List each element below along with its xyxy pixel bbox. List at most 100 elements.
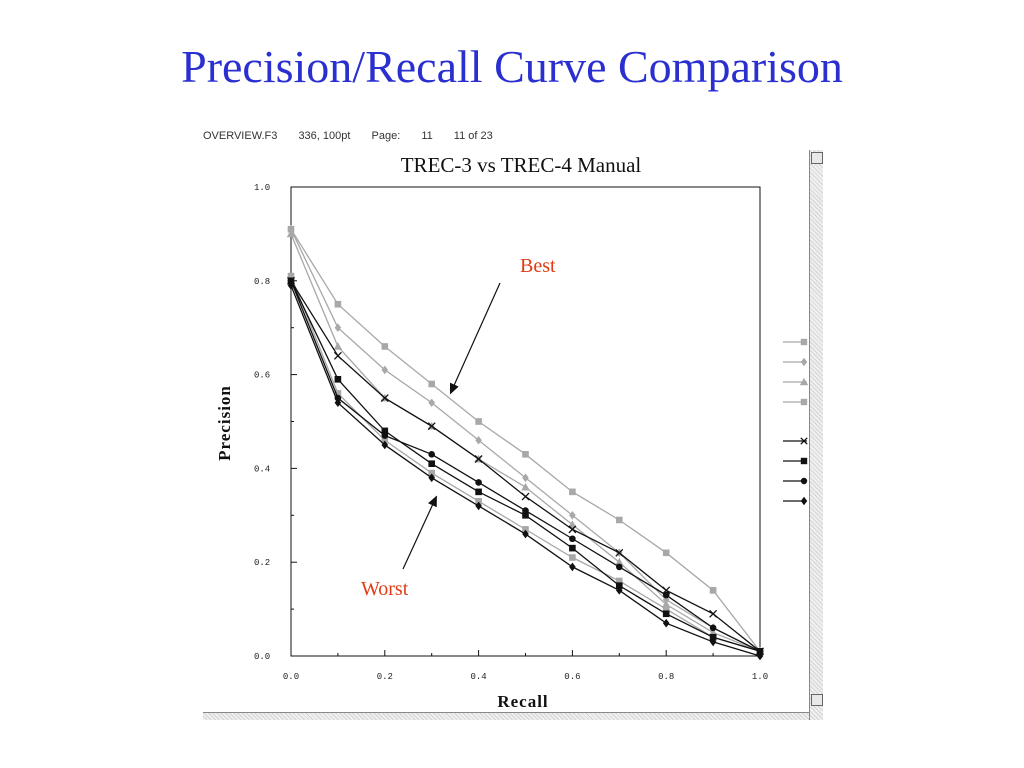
data-point bbox=[568, 525, 577, 534]
x-axis-label: Recall bbox=[497, 692, 548, 711]
data-point bbox=[800, 338, 808, 346]
data-point bbox=[616, 582, 623, 589]
data-point bbox=[616, 577, 623, 585]
header-page-label: Page: bbox=[371, 130, 401, 142]
data-point bbox=[800, 457, 808, 465]
annotation-worst-arrow bbox=[402, 495, 437, 570]
chart-title: TREC-3 vs TREC-4 Manual bbox=[401, 153, 642, 177]
data-point bbox=[569, 554, 576, 561]
data-point bbox=[522, 512, 529, 519]
annotation-best-arrow bbox=[449, 282, 501, 395]
data-point bbox=[381, 440, 389, 450]
data-point bbox=[334, 375, 342, 383]
data-point bbox=[522, 526, 529, 533]
slide-title: Precision/Recall Curve Comparison bbox=[181, 41, 843, 92]
series-5 bbox=[287, 276, 764, 656]
data-point bbox=[662, 549, 670, 557]
horizontal-scrollbar[interactable] bbox=[203, 712, 809, 720]
y-tick-label: 0.8 bbox=[254, 277, 270, 287]
data-point bbox=[569, 511, 576, 520]
scroll-down-arrow-icon[interactable] bbox=[811, 694, 823, 706]
data-point bbox=[709, 637, 717, 647]
y-tick-label: 1.0 bbox=[254, 183, 270, 193]
x-tick-label: 0.2 bbox=[377, 672, 393, 682]
data-point bbox=[569, 488, 576, 496]
header-page-count: 11 of 23 bbox=[453, 130, 493, 142]
series-6 bbox=[287, 277, 764, 655]
legend-entry-3 bbox=[783, 377, 809, 386]
data-point bbox=[334, 398, 342, 408]
data-point bbox=[428, 469, 435, 477]
x-tick-label: 1.0 bbox=[752, 672, 768, 682]
data-point bbox=[709, 587, 717, 594]
data-point bbox=[333, 351, 342, 360]
y-axis-label: Precision bbox=[215, 385, 234, 461]
data-point bbox=[616, 586, 623, 595]
data-point bbox=[428, 473, 435, 483]
series-3 bbox=[286, 229, 765, 655]
precision-recall-chart: TREC-3 vs TREC-4 Manual 0.0 0.2 0.4 0.6 0.8 1… bbox=[215, 153, 809, 711]
header-dimensions: 336, 100pt bbox=[298, 130, 351, 142]
data-point bbox=[569, 535, 576, 543]
data-point bbox=[521, 482, 530, 491]
data-point bbox=[475, 435, 482, 445]
data-point bbox=[287, 281, 295, 290]
y-tick-label: 0.6 bbox=[254, 371, 270, 381]
data-point bbox=[616, 516, 623, 524]
vertical-scrollbar[interactable] bbox=[809, 150, 823, 720]
data-point bbox=[475, 497, 482, 505]
data-point bbox=[334, 390, 342, 397]
x-tick-label: 0.8 bbox=[658, 672, 674, 682]
data-point bbox=[381, 436, 389, 444]
data-point bbox=[428, 451, 435, 458]
data-point bbox=[662, 586, 671, 595]
data-point bbox=[709, 609, 718, 618]
axis-ticks: 0.0 0.2 0.4 0.6 0.8 1.0 0.0 0.2 0.4 0.6 0.8 1.0 bbox=[254, 183, 768, 682]
data-point bbox=[475, 488, 482, 496]
data-point bbox=[662, 591, 670, 599]
data-point bbox=[522, 473, 529, 483]
series-4 bbox=[287, 272, 764, 655]
data-point bbox=[569, 544, 576, 552]
data-point bbox=[756, 648, 764, 655]
series-layer bbox=[286, 224, 765, 661]
data-point bbox=[427, 422, 436, 431]
legend-entry-2 bbox=[783, 357, 808, 367]
data-point bbox=[569, 562, 576, 572]
data-point bbox=[568, 520, 577, 528]
legend-entry-7 bbox=[783, 477, 808, 485]
data-point bbox=[799, 377, 809, 386]
data-point bbox=[616, 563, 623, 571]
data-point bbox=[475, 479, 482, 486]
y-tick-label: 0.2 bbox=[254, 558, 270, 568]
data-point bbox=[615, 557, 624, 566]
data-point bbox=[800, 398, 808, 406]
legend-entry-4 bbox=[783, 398, 808, 406]
legend bbox=[783, 338, 809, 506]
series-line bbox=[290, 285, 761, 657]
data-point bbox=[475, 501, 482, 511]
data-point bbox=[756, 651, 764, 661]
data-point bbox=[800, 477, 808, 485]
legend-entry-1 bbox=[783, 338, 808, 346]
header-filename: OVERVIEW.F3 bbox=[203, 130, 278, 142]
data-point bbox=[334, 323, 342, 332]
data-point bbox=[381, 427, 389, 435]
data-point bbox=[522, 507, 529, 514]
data-point bbox=[522, 451, 529, 458]
series-1 bbox=[287, 225, 764, 655]
data-point bbox=[662, 605, 670, 613]
data-point bbox=[287, 277, 295, 285]
embedded-chart-window: OVERVIEW.F3 336, 100pt Page: 11 11 of 23… bbox=[203, 130, 823, 720]
data-point bbox=[800, 437, 808, 445]
data-point bbox=[800, 357, 808, 367]
data-point bbox=[800, 496, 808, 506]
annotation-best: Best bbox=[520, 255, 556, 277]
data-point bbox=[333, 342, 343, 350]
scroll-up-arrow-icon[interactable] bbox=[811, 152, 823, 164]
data-point bbox=[474, 455, 483, 463]
data-point bbox=[286, 229, 296, 238]
window-header: OVERVIEW.F3 336, 100pt Page: 11 11 of 23 bbox=[203, 130, 803, 144]
data-point bbox=[615, 548, 624, 557]
data-point bbox=[287, 272, 295, 280]
